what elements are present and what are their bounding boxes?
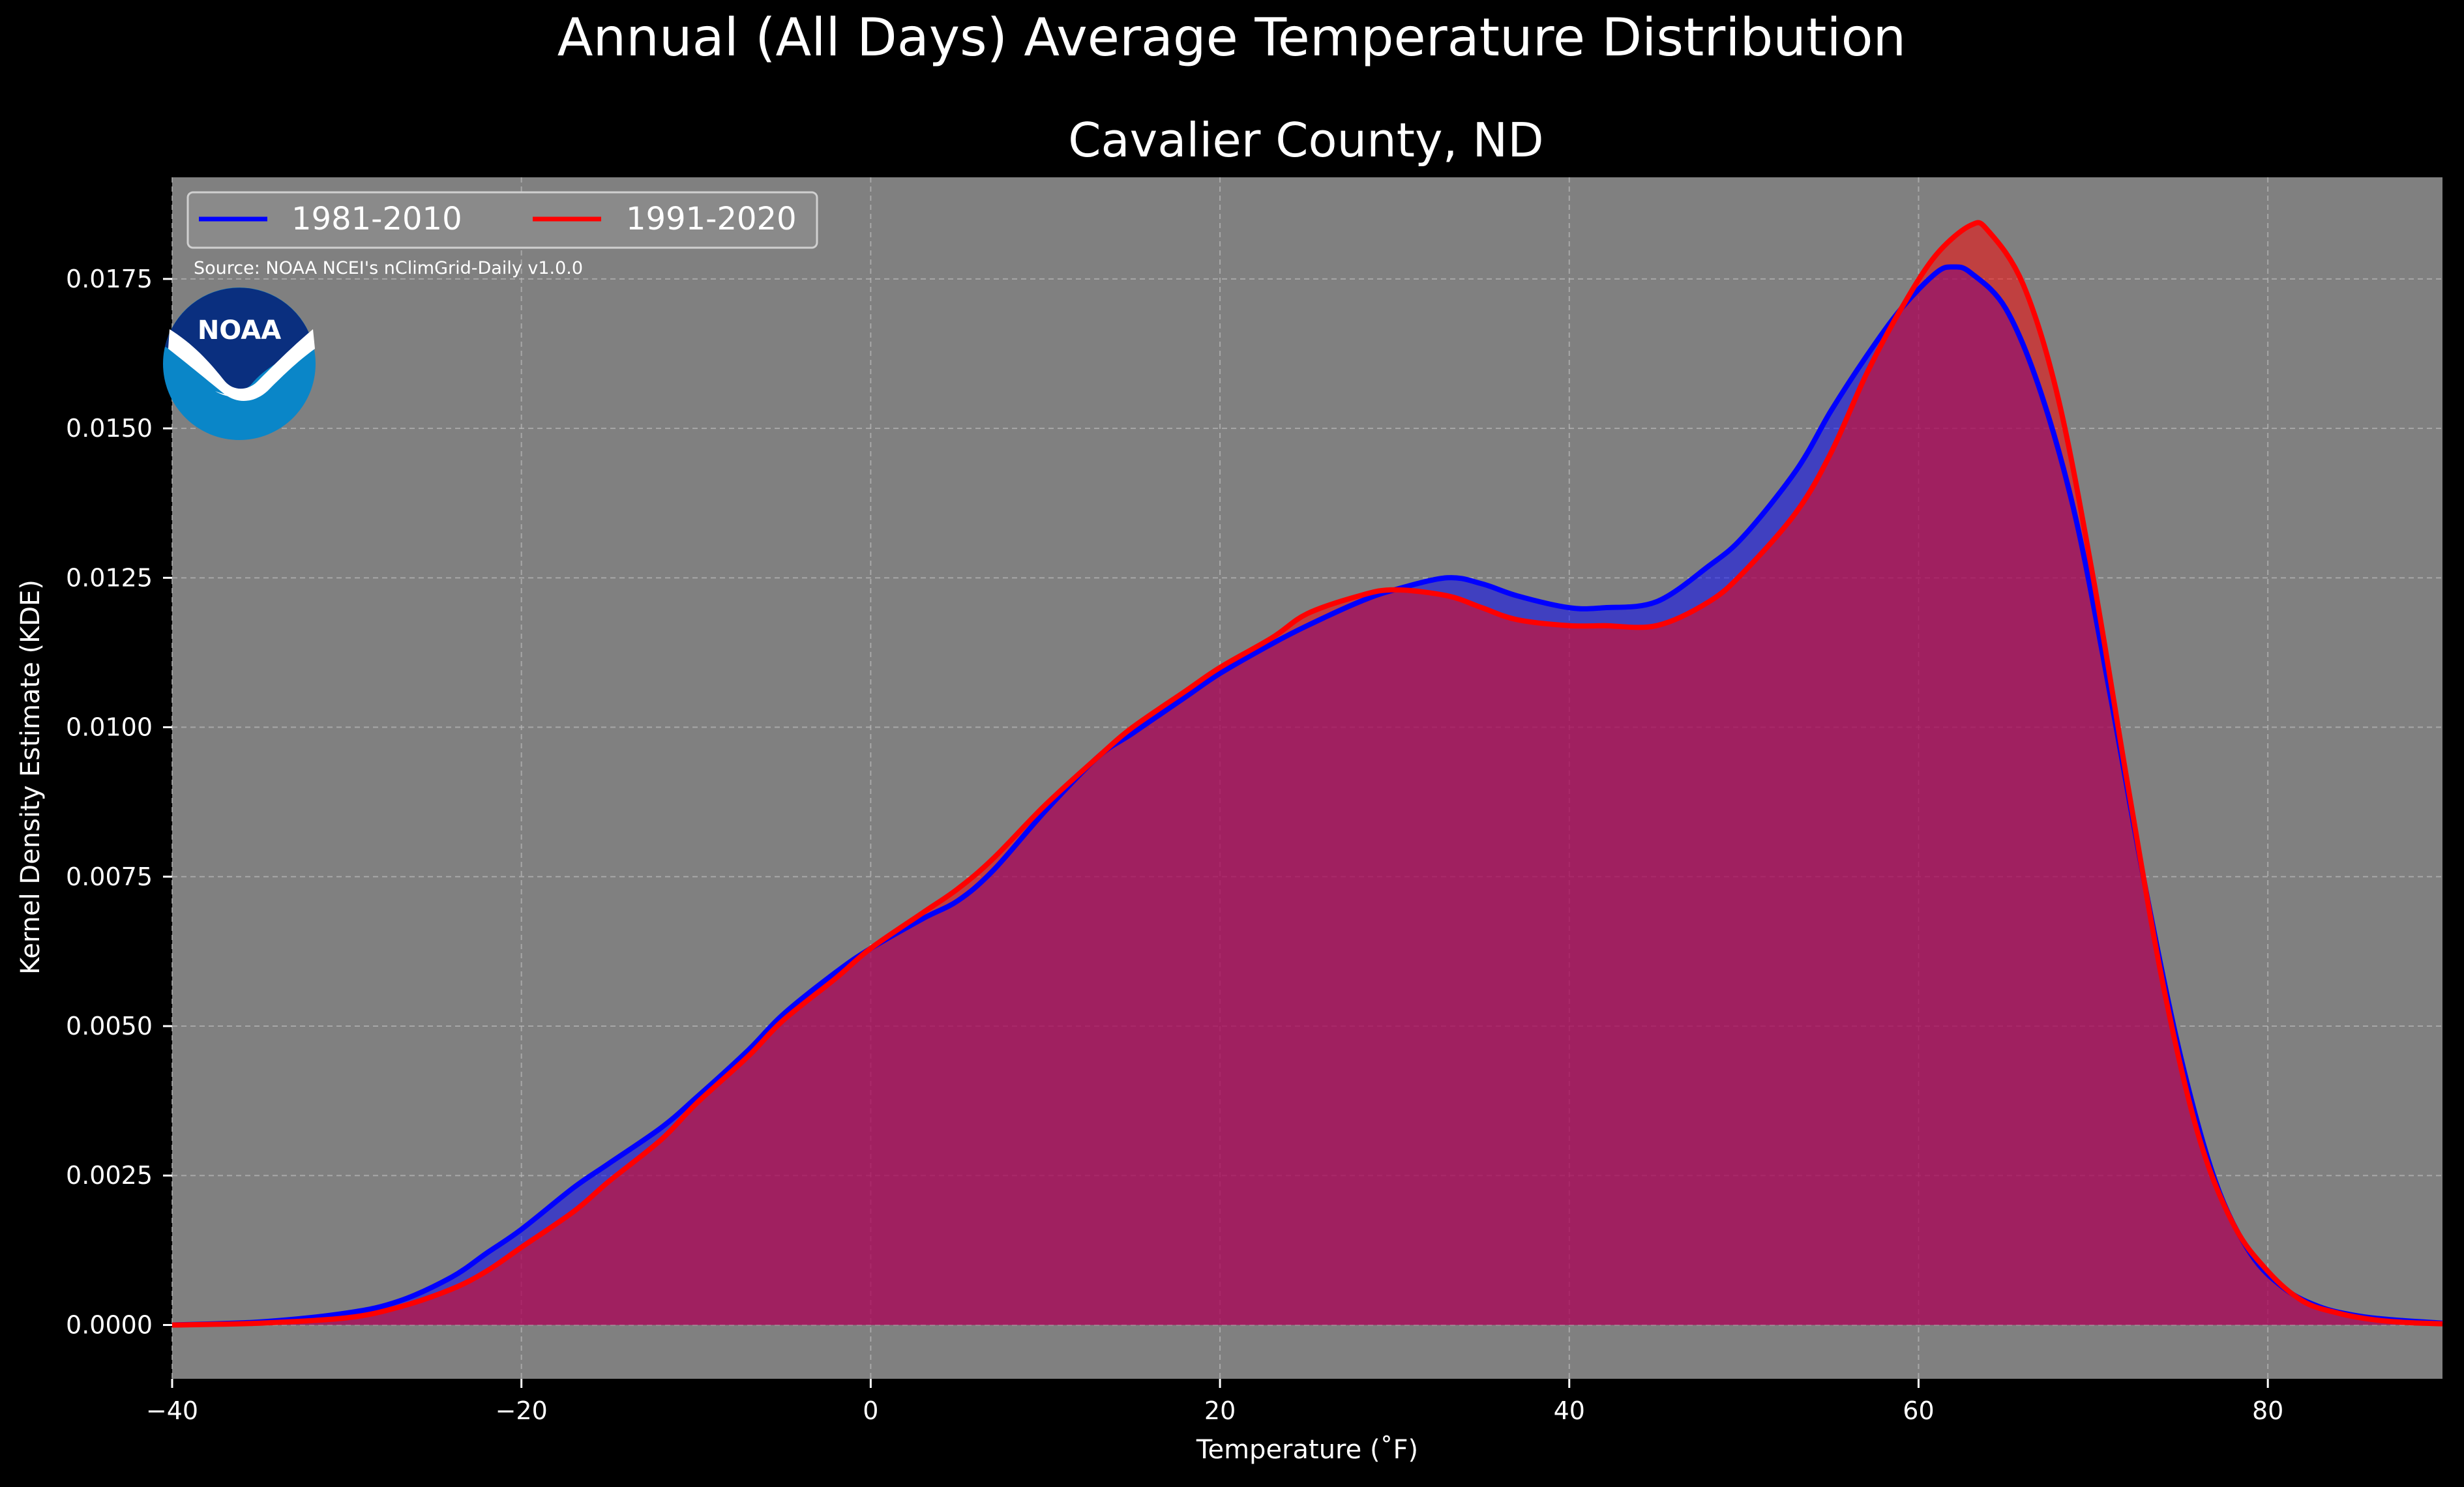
line-1991-2020 <box>171 220 2443 1328</box>
y-tick-label: 0.0000 <box>66 1310 153 1339</box>
legend: 1981-2010 1991-2020 <box>186 191 818 249</box>
area-1991-2020 <box>172 222 2442 1325</box>
y-tick-label: 0.0175 <box>66 265 153 293</box>
x-tick-label: −20 <box>496 1396 548 1425</box>
source-note: Source: NOAA NCEI's nClimGrid-Daily v1.0… <box>194 258 583 278</box>
x-tick-label: −40 <box>146 1396 198 1425</box>
y-tick-label: 0.0050 <box>66 1012 153 1040</box>
x-tick-label: 40 <box>1554 1396 1585 1425</box>
density-lines <box>171 220 2443 1328</box>
chart-title: Cavalier County, ND <box>1068 113 1543 168</box>
legend-label-1981-2010: 1981-2010 <box>291 201 462 237</box>
chart-suptitle: Annual (All Days) Average Temperature Di… <box>557 7 1906 68</box>
x-tick-label: 80 <box>2252 1396 2283 1425</box>
legend-label-1991-2020: 1991-2020 <box>626 201 797 237</box>
noaa-logo-text: NOAA <box>198 316 281 346</box>
x-axis-ticks: −40 −20 0 20 40 60 80 <box>146 1379 2283 1425</box>
y-tick-label: 0.0150 <box>66 414 153 443</box>
y-tick-label: 0.0025 <box>66 1161 153 1190</box>
noaa-logo-icon: NOAA <box>163 287 316 440</box>
legend-box <box>186 191 818 249</box>
x-tick-label: 0 <box>863 1396 878 1425</box>
x-tick-label: 60 <box>1903 1396 1934 1425</box>
y-axis-label: Kernel Density Estimate (KDE) <box>16 580 46 975</box>
y-tick-label: 0.0075 <box>66 862 153 891</box>
x-axis-label: Temperature (˚F) <box>1196 1435 1418 1465</box>
y-tick-label: 0.0125 <box>66 563 153 592</box>
x-tick-label: 20 <box>1204 1396 1236 1425</box>
y-tick-label: 0.0100 <box>66 713 153 742</box>
y-axis-ticks: 0.0000 0.0025 0.0050 0.0075 0.0100 0.0125 0.01… <box>66 265 172 1339</box>
